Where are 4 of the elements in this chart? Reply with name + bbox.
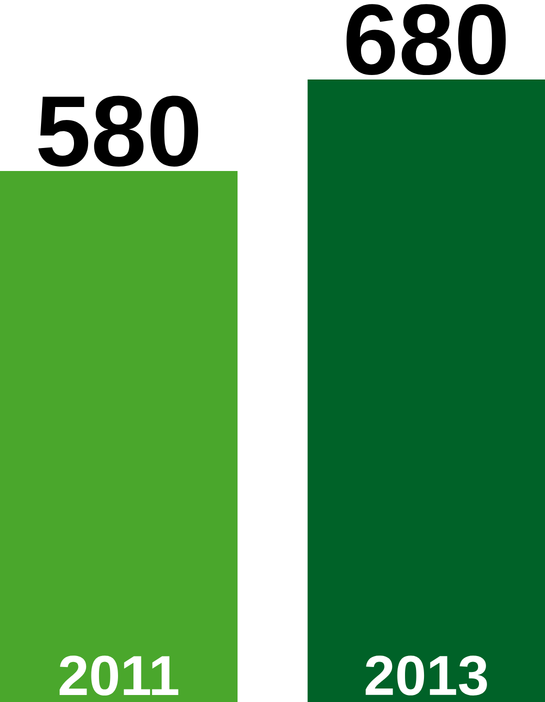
x-tick-label: 2013 [366,656,487,696]
data-label: 680 [346,4,506,76]
x-tick-label: 2011 [60,656,178,696]
data-label: 580 [38,96,198,167]
